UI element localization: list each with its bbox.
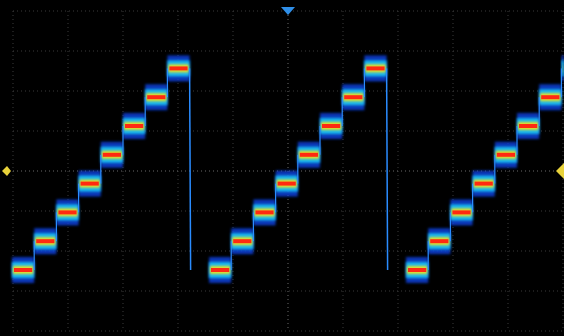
trace-core [255,210,274,215]
trace-core [408,268,427,272]
trace-core [496,152,515,157]
trace-core [344,95,363,100]
trace-warm [562,64,563,73]
trace-core [299,152,318,157]
trace-core [147,95,166,100]
trace-core [211,268,230,272]
trace-core [233,239,252,244]
trace-core [102,152,121,157]
channel-offset-marker [2,166,11,176]
trace-core [14,268,33,272]
waveform-trace [12,55,564,283]
trace-core [80,181,99,186]
trace-core [541,95,560,100]
falling-edge [385,68,389,271]
trace-core [277,181,296,186]
trace-core [452,210,471,215]
trace-core [169,66,188,71]
trigger-position-marker [281,7,295,15]
trace-core [322,124,341,128]
trace-core [366,66,385,71]
trace-core [36,239,55,244]
trace-core [430,239,449,244]
trigger-level-marker [556,163,564,179]
trace-core [519,124,538,128]
falling-edge [188,68,192,271]
trace-core [474,181,493,186]
trace-core [125,124,144,128]
trace-core [58,210,77,215]
